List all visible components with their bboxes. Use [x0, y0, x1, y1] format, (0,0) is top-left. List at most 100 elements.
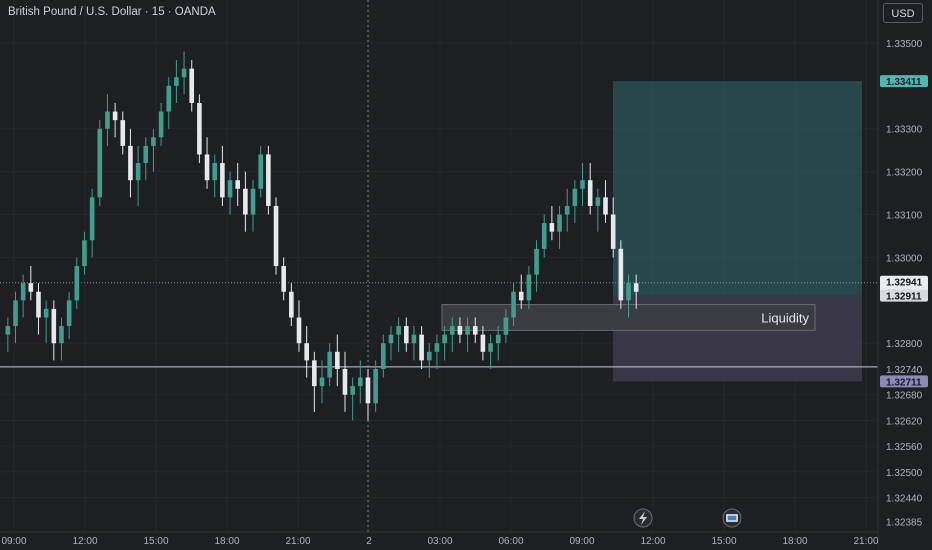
- price-tick-label: 1.33100: [886, 211, 923, 222]
- candle: [564, 188, 570, 232]
- candle: [495, 326, 501, 361]
- candle: [526, 266, 532, 309]
- candle: [342, 351, 348, 412]
- candle: [128, 128, 133, 198]
- price-tick-label: 1.32680: [886, 391, 923, 402]
- price-tick-label: 1.33500: [886, 39, 923, 50]
- candle: [373, 360, 378, 412]
- candle: [174, 60, 179, 103]
- liquidity-label: Liquidity: [761, 310, 809, 325]
- candle: [534, 240, 539, 292]
- candle: [36, 283, 41, 335]
- candle: [350, 377, 355, 421]
- profit-zone[interactable]: [613, 81, 862, 296]
- time-tick-label: 21:00: [853, 536, 878, 547]
- candle: [419, 326, 424, 369]
- candle: [296, 300, 302, 352]
- long-position-tool[interactable]: [613, 81, 862, 382]
- time-tick-label: 2: [366, 536, 372, 547]
- candle: [197, 94, 202, 164]
- candle: [89, 188, 95, 258]
- candle: [626, 274, 631, 318]
- candle: [434, 334, 440, 369]
- candle: [595, 188, 601, 232]
- candle: [204, 137, 210, 189]
- candle: [411, 326, 417, 361]
- candle: [503, 308, 509, 344]
- price-tick-label: 1.32740: [886, 365, 923, 376]
- candle: [518, 274, 524, 309]
- candle: [105, 94, 110, 146]
- price-tag-value: 1.33411: [886, 77, 922, 88]
- candle: [243, 171, 248, 232]
- candle: [189, 60, 195, 112]
- price-axis: 1.33500 1.33300 1.33200 1.33100 1.33000 1.328…: [886, 39, 923, 528]
- currency-button[interactable]: USD: [883, 3, 923, 23]
- flash-icon[interactable]: [633, 508, 653, 528]
- price-tag-value: 1.32941: [886, 278, 923, 289]
- candle: [212, 154, 218, 198]
- candle: [396, 317, 401, 352]
- candle: [381, 334, 386, 378]
- candle: [388, 326, 394, 361]
- candle: [335, 334, 340, 387]
- candle: [327, 343, 332, 387]
- candle: [358, 360, 363, 404]
- time-tick-label: 15:00: [143, 536, 168, 547]
- candle: [442, 326, 447, 361]
- candle: [572, 180, 578, 224]
- candle: [158, 102, 164, 146]
- candle: [549, 205, 555, 241]
- candle: [235, 163, 241, 206]
- candle: [220, 145, 225, 206]
- candle: [82, 231, 87, 275]
- price-tick-label: 1.33000: [886, 253, 923, 264]
- candle: [426, 343, 432, 378]
- time-tick-label: 09:00: [1, 536, 26, 547]
- candle: [557, 205, 562, 249]
- candles: [5, 51, 639, 421]
- time-tick-label: 09:00: [569, 536, 594, 547]
- time-tick-label: 03:00: [427, 536, 452, 547]
- candle: [13, 291, 18, 344]
- entry-price-tag: 1.32911: [880, 289, 928, 303]
- price-tick-label: 1.33200: [886, 168, 923, 179]
- flag-event-icon[interactable]: [722, 508, 742, 528]
- candle: [74, 257, 80, 309]
- price-axis-panel[interactable]: [878, 0, 932, 550]
- price-tick-label: 1.32560: [886, 442, 923, 453]
- price-tick-label: 1.32620: [886, 416, 923, 427]
- candle: [266, 145, 271, 215]
- candle: [449, 317, 455, 352]
- candle: [97, 120, 103, 206]
- candle: [480, 326, 486, 361]
- candle: [258, 145, 263, 198]
- candle: [618, 240, 624, 309]
- candle: [250, 180, 256, 232]
- price-tag-value: 1.32911: [886, 292, 922, 303]
- reference-lines: [0, 282, 878, 368]
- candle: [472, 317, 478, 344]
- candle: [135, 145, 141, 206]
- time-axis-panel[interactable]: [0, 532, 878, 550]
- candle: [319, 360, 325, 404]
- candle: [120, 111, 126, 155]
- time-tick-label: 18:00: [214, 536, 239, 547]
- time-tick-label: 12:00: [640, 536, 665, 547]
- time-tick-label: 06:00: [498, 536, 523, 547]
- candle: [281, 257, 286, 301]
- candle: [541, 214, 547, 258]
- candle: [511, 283, 516, 327]
- candle: [143, 137, 149, 181]
- candle: [51, 300, 57, 361]
- candle: [166, 77, 172, 129]
- price-tick-label: 1.33300: [886, 125, 923, 136]
- candle: [28, 266, 34, 301]
- candle: [365, 368, 371, 421]
- candle: [312, 351, 317, 412]
- time-tick-label: 12:00: [72, 536, 97, 547]
- candle: [603, 180, 608, 224]
- symbol-title[interactable]: British Pound / U.S. Dollar · 15 · OANDA: [8, 6, 216, 18]
